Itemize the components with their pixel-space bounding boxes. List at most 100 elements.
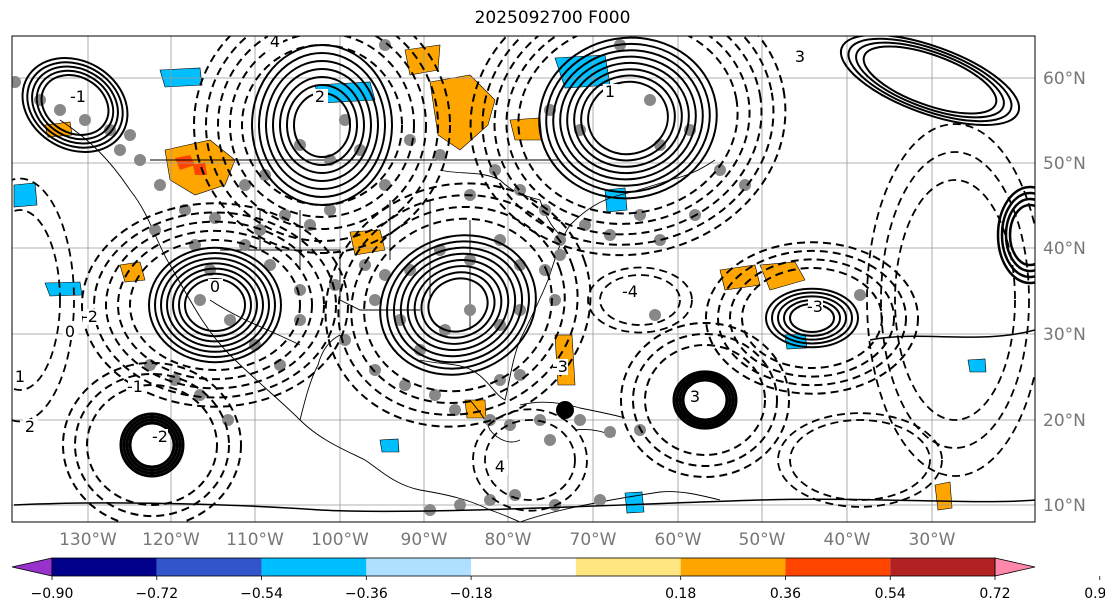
solid-contour [122,415,182,475]
colorbar-extend-high [994,557,1036,577]
solid-contour [178,272,252,338]
solid-contour [566,61,690,175]
contour-label-bg [83,309,98,325]
latitude-labels: 60°N 50°N 40°N 30°N 20°N 10°N [1043,69,1086,516]
dashed-contour [93,211,337,399]
station-dot [594,494,606,506]
plot-title: 2025092700 F000 [474,8,631,28]
solid-contour [399,252,517,358]
solid-contour [847,37,1013,123]
station-dot [224,314,236,326]
station-dot [114,144,126,156]
colorbar-tick-label: 0.54 [875,586,906,602]
solid-contour [771,291,853,345]
orange-patch [509,117,543,141]
station-dot [54,104,66,116]
dashed-contour [74,372,230,518]
solid-contour [13,498,1035,513]
solid-contour [427,277,489,333]
station-dot [539,204,551,216]
blue-patch [379,438,400,453]
colorbar-segment [785,558,891,576]
solid-contour [681,378,729,422]
contour-label-bg [268,36,283,50]
dashed-contour [229,36,415,218]
solid-contour [587,80,669,156]
solid-contour [279,76,365,174]
station-dot [644,94,656,106]
longitude-label: 40°W [824,530,871,550]
colorbar-outline [51,557,996,577]
solid-contour [35,69,115,141]
station-dot [239,239,251,251]
contour-label-bg [688,389,703,405]
dashed-contour [205,36,439,242]
colorbar: −0.90 −0.72 −0.54 −0.36 −0.18 0.18 0.36 0.54 0.7… [11,557,1105,602]
dashed-contour [217,36,427,230]
station-dot [854,289,866,301]
contour-label: -1 [70,87,86,106]
colorbar-tick-label: 0.18 [665,586,696,602]
solid-contour [251,44,393,206]
station-dot [104,124,116,136]
station-dot [579,219,591,231]
colorbar-segment [471,558,576,576]
station-dot [449,404,461,416]
station-dot [604,426,616,438]
dashed-contour [866,123,1035,477]
solid-contour [552,49,704,187]
solid-contour [166,262,264,348]
orange-patch [404,44,441,76]
solid-contour [545,42,711,194]
contour-label-bg [603,84,618,100]
storm-marker [556,401,574,419]
contour-label: 0 [65,322,75,341]
longitude-labels: 130°W 120°W 110°W 100°W 90°W 80°W 70°W 60°W 50°W… [59,530,956,550]
latitude-label: 10°N [1043,496,1086,516]
station-dot [12,76,21,88]
latitude-label: 60°N [1043,69,1086,89]
solid-contour [160,257,270,353]
station-dot [489,164,501,176]
dashed-contour [86,384,218,506]
station-dot [329,279,341,291]
station-dot [504,419,516,431]
solid-contour [379,234,537,376]
solid-contour [538,36,718,200]
longitude-label: 90°W [401,530,448,550]
dashed-contour [517,36,739,215]
station-dot [514,304,526,316]
contour-label-bg [493,459,508,475]
dashed-contour [599,274,681,326]
solid-contour [765,287,859,349]
solid-contour [286,84,358,166]
longitude-label: 110°W [226,530,284,550]
dashed-contour [337,194,579,416]
dashed-contour [12,209,61,391]
contour-label-bg [63,324,78,340]
station-dot [379,39,391,51]
colorbar-tick-label: 0.36 [770,586,801,602]
dashed-contour [472,408,588,512]
contour-label: 4 [495,457,505,476]
dashed-contour [789,419,931,501]
dashed-contour [632,333,778,467]
solid-contour [265,60,379,190]
station-dot [494,234,506,246]
dashed-contour [12,177,75,423]
dashed-contour [894,179,1016,421]
dashed-contour [484,419,576,501]
colorbar-segment [52,558,157,576]
station-dot [424,504,436,516]
orange-patch [759,261,806,291]
dashed-contour [880,151,1030,449]
dashed-contour [705,241,919,395]
orange-patch [719,264,761,291]
station-dot [79,114,91,126]
station-dot [454,499,466,511]
dashed-contour [620,322,790,478]
solid-contour [392,246,524,364]
dashed-contour [741,267,883,369]
colorbar-tick-label: −0.18 [450,586,493,602]
